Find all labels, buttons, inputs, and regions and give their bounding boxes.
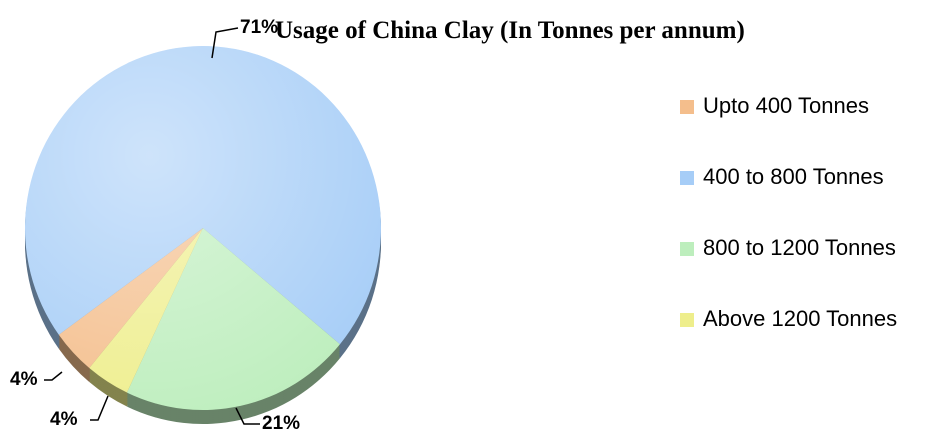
legend-label: 800 to 1200 Tonnes — [703, 235, 896, 260]
data-label: 21% — [262, 413, 300, 434]
data-label: 4% — [50, 409, 78, 430]
legend-label: Above 1200 Tonnes — [703, 306, 897, 331]
legend-swatch — [680, 313, 694, 327]
legend-swatch — [680, 100, 694, 114]
data-label: 4% — [10, 369, 38, 390]
legend-swatch — [680, 171, 694, 185]
chart-title: Usage of China Clay (In Tonnes per annum… — [275, 17, 745, 44]
leader-line — [90, 395, 109, 421]
legend-swatch — [680, 242, 694, 256]
leader-line — [211, 27, 239, 59]
data-label: 71% — [240, 17, 278, 38]
legend-label: 400 to 800 Tonnes — [703, 164, 884, 189]
leader-line — [44, 371, 63, 381]
legend-label: Upto 400 Tonnes — [703, 93, 869, 118]
leader-line — [235, 407, 260, 425]
